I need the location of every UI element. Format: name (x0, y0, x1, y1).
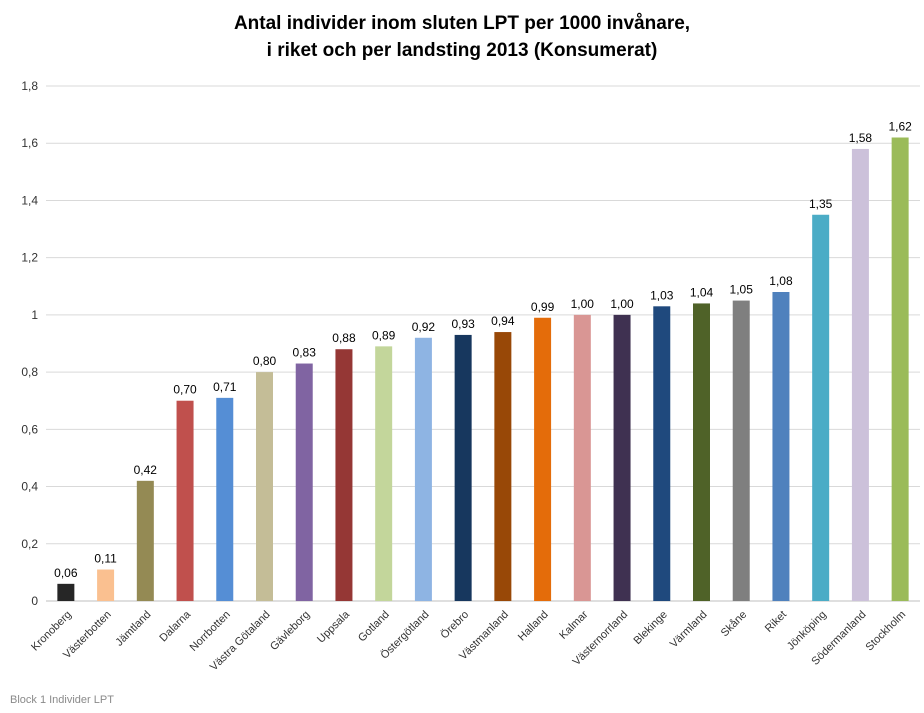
data-label: 1,00 (571, 297, 595, 311)
x-tick-label: Blekinge (632, 609, 670, 647)
data-label: 1,05 (730, 283, 754, 297)
footer-caption: Block 1 Individer LPT (10, 694, 114, 706)
data-label: 0,92 (412, 320, 436, 334)
bar-västerbotten (97, 569, 115, 601)
data-label: 1,35 (809, 197, 833, 211)
bar-västernorrland (613, 314, 631, 601)
bar-uppsala (335, 349, 353, 601)
data-label: 0,80 (253, 354, 277, 368)
data-label: 1,03 (650, 288, 674, 302)
bar-västra-götaland (256, 372, 273, 601)
bar-värmland (693, 303, 710, 601)
y-tick-label: 0,2 (21, 537, 38, 551)
x-tick-label: Gävleborg (268, 609, 312, 653)
data-label: 0,11 (94, 552, 117, 566)
data-labels: 0,06 0,11 0,42 0,70 0,71 0,80 0,83 0,88 0,89 0,92… (54, 120, 912, 580)
bar-blekinge (653, 306, 671, 601)
data-label: 1,04 (690, 285, 714, 299)
y-tick-label: 0,4 (21, 480, 38, 494)
bar-riket (772, 292, 790, 601)
x-tick-label: Uppsala (315, 608, 353, 646)
y-tick-label: 0 (31, 594, 38, 608)
data-label: 0,42 (134, 463, 158, 477)
x-tick-label: Dalarna (157, 608, 193, 644)
bars (57, 137, 909, 601)
data-label: 0,99 (531, 300, 555, 314)
y-tick-label: 0,8 (21, 365, 38, 379)
bar-örebro (454, 334, 472, 601)
x-tick-label: Skåne (719, 609, 750, 640)
x-tick-label: Gotland (356, 609, 392, 645)
bar-gävleborg (295, 363, 313, 601)
x-tick-label: Halland (516, 609, 551, 644)
data-label: 0,89 (372, 328, 396, 342)
bar-dalarna (176, 400, 194, 601)
x-tick-label: Stockholm (863, 609, 908, 654)
chart-title-line-2: i riket och per landsting 2013 (Konsumer… (266, 40, 658, 61)
chart-title: Antal individer inom sluten LPT per 1000… (0, 10, 924, 64)
bar-norrbotten (216, 397, 234, 601)
y-tick-label: 0,6 (21, 422, 38, 436)
bar-västmanland (494, 332, 512, 601)
y-tick-label: 1,8 (21, 79, 38, 93)
x-tick-label: Värmland (668, 609, 710, 651)
bar-kronoberg (57, 583, 75, 601)
x-tick-label: Kalmar (557, 608, 590, 641)
data-label: 1,08 (769, 274, 793, 288)
data-label: 1,00 (610, 297, 634, 311)
data-label: 0,93 (451, 317, 475, 331)
bar-östergötland (414, 337, 432, 601)
bar-jämtland (136, 480, 154, 601)
x-tick-label: Jämtland (113, 609, 153, 649)
y-tick-label: 1 (31, 308, 38, 322)
chart-title-line-1: Antal individer inom sluten LPT per 1000… (233, 13, 691, 34)
data-label: 0,94 (491, 314, 515, 328)
data-label: 0,70 (173, 383, 197, 397)
data-label: 1,58 (849, 131, 873, 145)
data-label: 1,62 (888, 120, 912, 134)
data-label: 0,06 (54, 566, 78, 580)
data-label: 0,83 (293, 346, 317, 360)
data-label: 0,71 (213, 380, 237, 394)
bar-stockholm (891, 137, 909, 601)
y-tick-label: 1,6 (21, 136, 38, 150)
data-label: 0,88 (332, 331, 356, 345)
bar-halland (534, 317, 552, 601)
x-tick-label: Riket (763, 609, 789, 635)
y-axis-ticks: 0 0,2 0,4 0,6 0,8 1 1,2 1,4 1,6 1,8 (21, 79, 38, 608)
bar-södermanland (851, 148, 869, 601)
bar-skåne (732, 300, 750, 601)
y-tick-label: 1,2 (21, 251, 38, 265)
bar-jönköping (812, 214, 830, 601)
bar-kalmar (573, 314, 591, 601)
x-tick-label: Örebro (439, 609, 472, 642)
y-tick-label: 1,4 (21, 193, 38, 207)
bar-gotland (375, 346, 393, 601)
